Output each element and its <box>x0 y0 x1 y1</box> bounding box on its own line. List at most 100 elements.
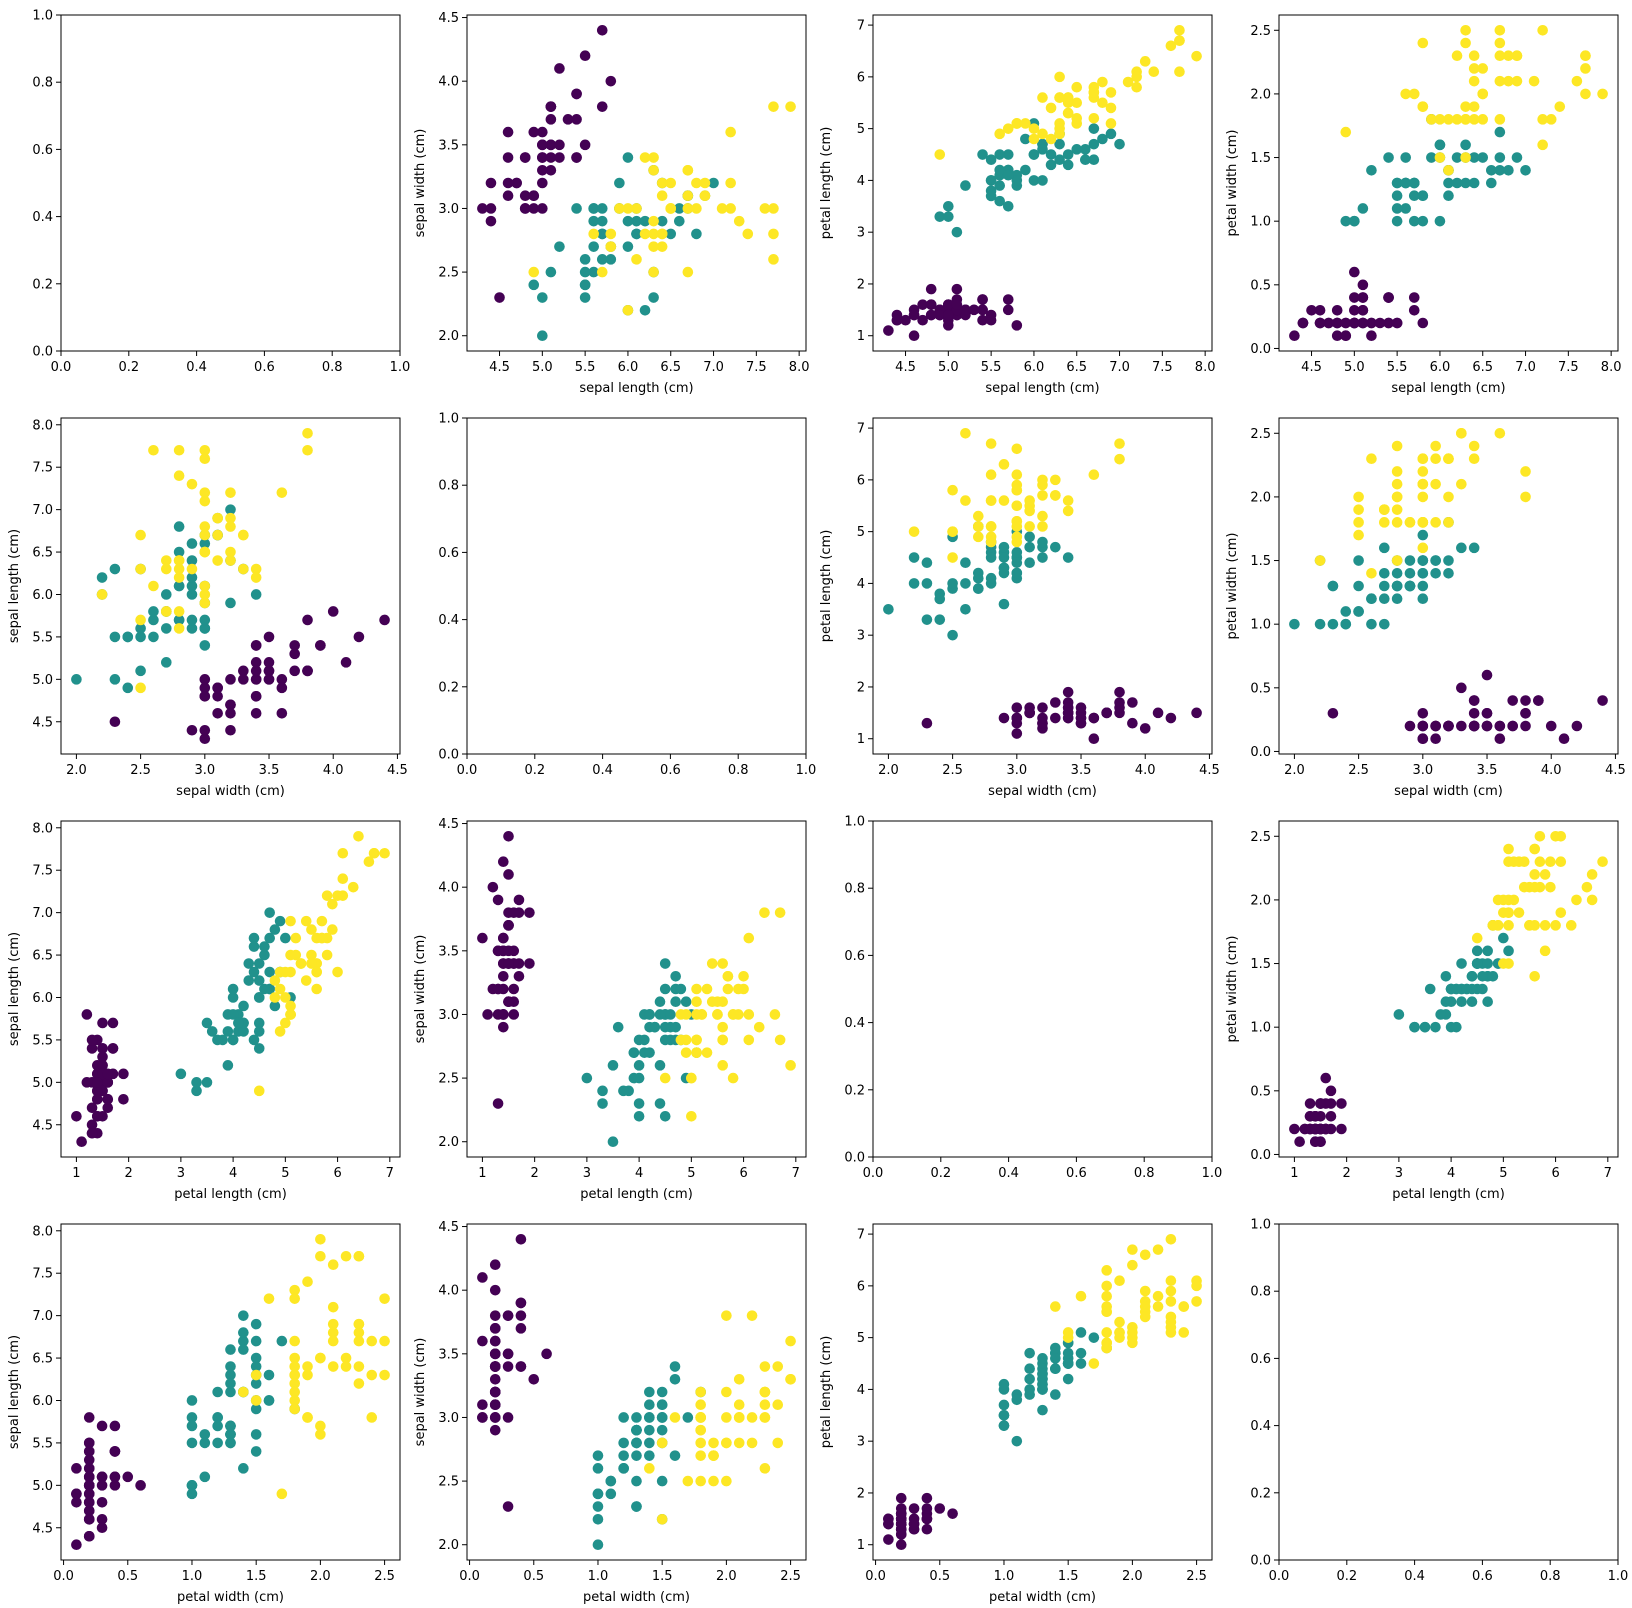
axes-frame <box>872 1223 1213 1561</box>
point-species-2 <box>743 932 755 944</box>
point-species-0 <box>340 657 352 668</box>
point-species-2 <box>199 521 211 532</box>
point-species-0 <box>562 114 574 125</box>
point-species-1 <box>1391 567 1403 579</box>
subplot-r3-c2: 0.0 0.5 1.0 1.5 2.0 2.5 1 2 3 4 5 6 7 petal width (cm… <box>819 1223 1213 1605</box>
point-species-1 <box>248 932 260 944</box>
point-species-1 <box>238 1310 249 1321</box>
point-species-0 <box>289 640 301 651</box>
y-tick-label: 6 <box>857 70 865 85</box>
point-species-0 <box>315 640 326 651</box>
point-species-2 <box>717 1060 728 1071</box>
point-species-2 <box>327 898 338 910</box>
y-tick-label: 0.2 <box>1250 1486 1271 1501</box>
point-species-2 <box>743 1034 755 1046</box>
point-species-2 <box>691 1034 702 1046</box>
point-species-1 <box>588 215 599 227</box>
point-species-0 <box>492 1098 504 1109</box>
point-species-0 <box>1340 317 1352 329</box>
axes-frame <box>60 820 401 1158</box>
point-species-0 <box>276 674 288 685</box>
point-species-1 <box>206 1026 218 1037</box>
point-species-1 <box>1353 606 1364 617</box>
point-species-1 <box>674 215 685 227</box>
point-species-2 <box>1511 75 1523 87</box>
point-species-2 <box>311 983 322 995</box>
x-axis-label: sepal width (cm) <box>1394 784 1503 799</box>
point-species-2 <box>238 529 249 541</box>
y-tick-label: 0.0 <box>1250 342 1271 357</box>
point-species-2 <box>321 890 333 901</box>
point-species-1 <box>1024 531 1035 543</box>
point-species-0 <box>250 657 262 668</box>
y-tick-label: 4 <box>857 577 865 592</box>
point-species-2 <box>699 190 711 202</box>
point-species-2 <box>746 1437 758 1449</box>
x-tick-label: 4.5 <box>895 360 916 375</box>
point-species-2 <box>738 970 749 982</box>
point-species-0 <box>502 190 514 202</box>
point-species-0 <box>891 314 903 326</box>
point-species-2 <box>1456 427 1467 439</box>
point-species-1 <box>605 254 617 265</box>
point-species-2 <box>1101 1342 1112 1354</box>
point-species-2 <box>1071 81 1083 93</box>
point-species-1 <box>934 211 946 222</box>
y-tick-label: 0.4 <box>1250 1419 1271 1434</box>
axes-frame <box>466 417 807 755</box>
point-species-1 <box>1417 529 1429 541</box>
point-species-0 <box>1494 733 1506 745</box>
point-species-2 <box>759 907 770 918</box>
point-species-2 <box>743 1009 755 1020</box>
point-species-0 <box>102 1094 114 1105</box>
y-tick-label: 3.0 <box>438 202 459 217</box>
points-group <box>71 427 390 745</box>
point-species-0 <box>1024 707 1035 719</box>
point-species-1 <box>161 657 172 668</box>
point-species-1 <box>1434 215 1446 227</box>
points-group <box>1289 427 1608 745</box>
point-species-0 <box>908 1503 920 1514</box>
point-species-2 <box>973 531 984 543</box>
point-species-0 <box>498 932 509 944</box>
point-species-1 <box>1486 177 1497 189</box>
point-species-0 <box>263 657 275 668</box>
point-species-2 <box>665 177 677 189</box>
point-species-2 <box>161 606 172 617</box>
subplot-r2-c3: 1 2 3 4 5 6 7 0.0 0.5 1.0 1.5 2.0 2.5 petal length (c… <box>1225 820 1619 1202</box>
point-species-2 <box>596 266 608 278</box>
y-tick-label: 0.5 <box>1250 681 1271 696</box>
point-species-2 <box>1460 114 1471 125</box>
point-species-2 <box>1417 491 1429 503</box>
point-species-1 <box>670 970 681 982</box>
point-species-1 <box>1379 567 1390 579</box>
point-species-1 <box>238 1335 249 1347</box>
x-tick-label: 0.4 <box>186 360 207 375</box>
point-species-0 <box>1088 712 1100 724</box>
point-species-0 <box>353 631 365 643</box>
point-species-1 <box>1037 1378 1048 1390</box>
point-species-1 <box>618 1085 629 1097</box>
point-species-0 <box>485 177 497 189</box>
y-tick-label: 7.0 <box>32 906 53 921</box>
point-species-1 <box>633 1110 645 1122</box>
y-tick-label: 5.5 <box>32 1436 53 1451</box>
point-species-1 <box>263 1369 275 1381</box>
point-species-0 <box>1323 317 1334 329</box>
point-species-1 <box>1461 983 1473 995</box>
point-species-2 <box>1002 123 1014 134</box>
point-species-0 <box>71 1488 82 1500</box>
point-species-2 <box>238 563 249 575</box>
points-group <box>71 830 390 1148</box>
point-species-2 <box>1539 945 1551 957</box>
point-species-2 <box>1477 88 1489 100</box>
point-species-1 <box>248 966 260 978</box>
point-species-0 <box>1314 304 1326 316</box>
x-tick-label: 0.2 <box>524 763 545 778</box>
point-species-2 <box>315 1250 326 1262</box>
point-species-0 <box>947 1508 958 1519</box>
point-species-1 <box>250 589 262 600</box>
point-species-2 <box>785 1335 796 1347</box>
point-species-1 <box>656 1412 668 1423</box>
